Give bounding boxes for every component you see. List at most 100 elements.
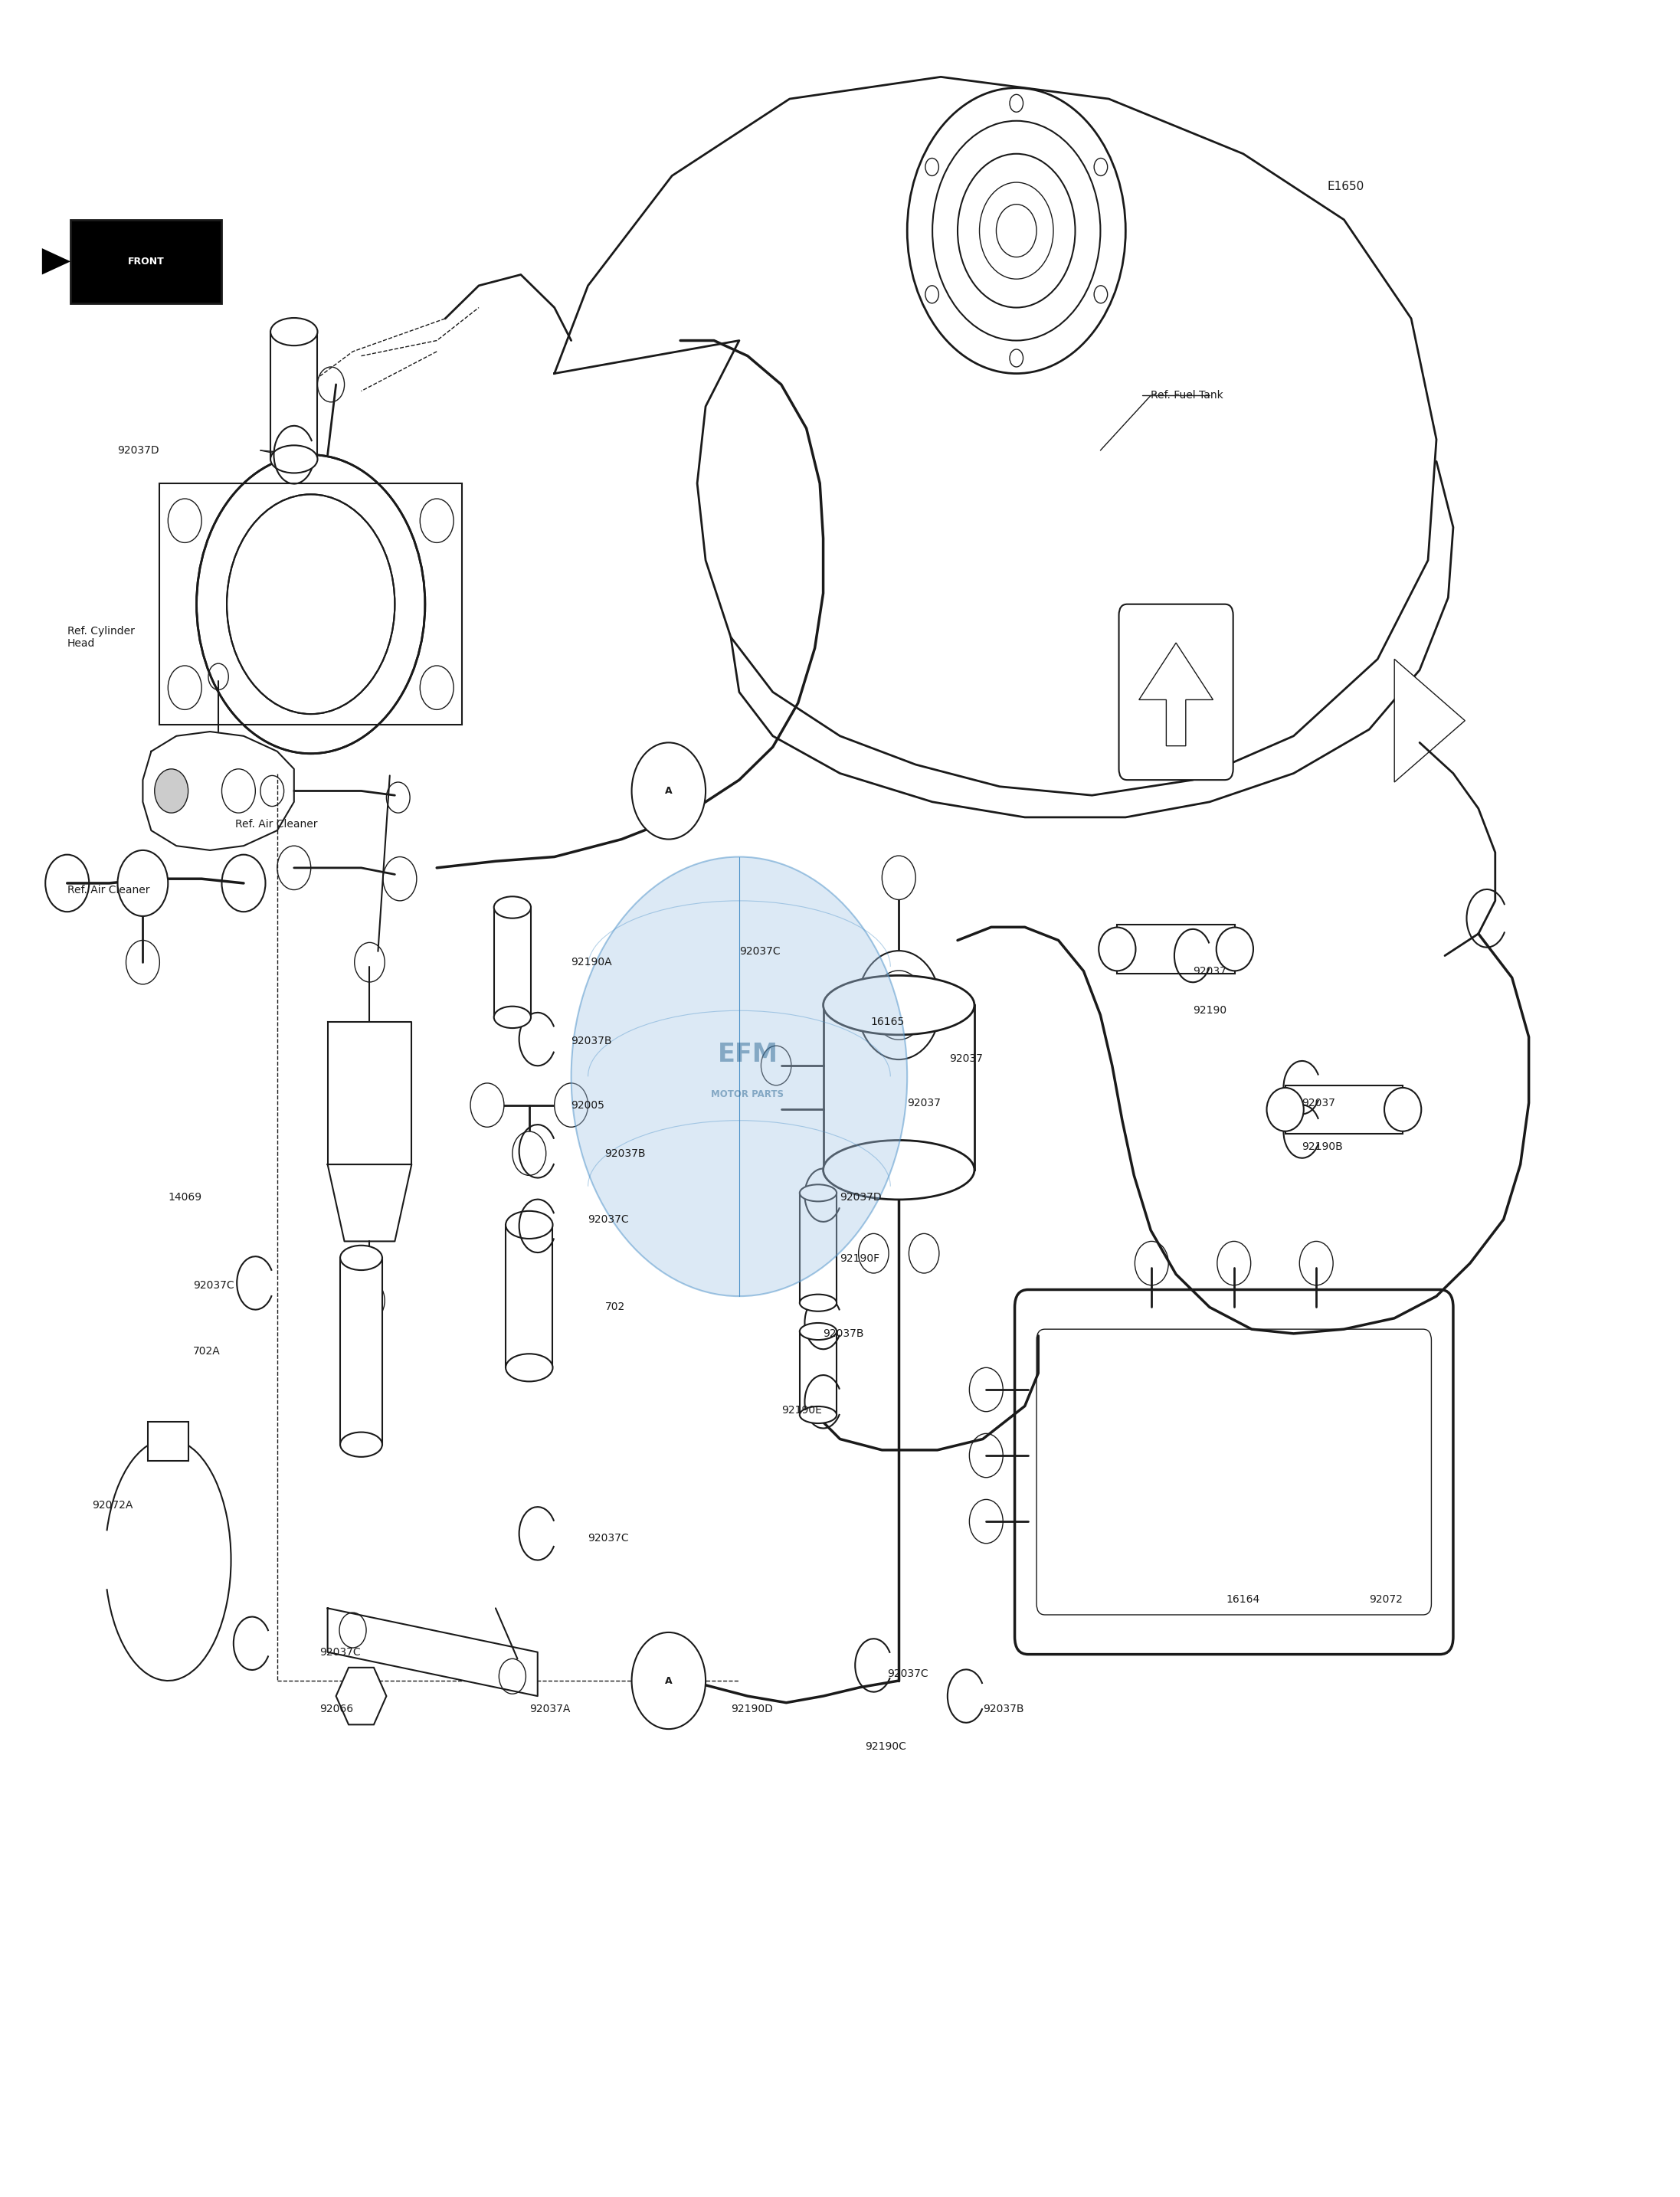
Text: 92190C: 92190C	[865, 1742, 907, 1751]
Circle shape	[118, 850, 168, 916]
Text: 16165: 16165	[870, 1017, 904, 1026]
Ellipse shape	[494, 896, 531, 918]
Ellipse shape	[800, 1294, 837, 1312]
Circle shape	[882, 855, 916, 901]
Circle shape	[168, 666, 202, 710]
Text: 92037B: 92037B	[983, 1705, 1023, 1714]
Bar	[1285, 1085, 1403, 1134]
Bar	[800, 1331, 837, 1415]
Circle shape	[926, 286, 939, 303]
Circle shape	[168, 499, 202, 543]
Ellipse shape	[494, 1006, 531, 1028]
Text: 92037D: 92037D	[118, 446, 160, 455]
Ellipse shape	[823, 975, 974, 1035]
Circle shape	[512, 1131, 546, 1175]
Circle shape	[554, 1083, 588, 1127]
Ellipse shape	[800, 1406, 837, 1424]
Text: Ref. Air Cleaner: Ref. Air Cleaner	[67, 885, 150, 894]
Ellipse shape	[1384, 1088, 1421, 1131]
Text: 92037D: 92037D	[840, 1193, 882, 1202]
Text: 14069: 14069	[168, 1193, 202, 1202]
Text: 92072A: 92072A	[92, 1501, 133, 1509]
Text: 92037A: 92037A	[529, 1705, 570, 1714]
Bar	[339, 1257, 381, 1446]
Circle shape	[1094, 158, 1107, 176]
Polygon shape	[1139, 644, 1213, 745]
Polygon shape	[328, 1608, 538, 1696]
Text: 92190F: 92190F	[840, 1254, 880, 1263]
Circle shape	[1094, 286, 1107, 303]
Circle shape	[926, 158, 939, 176]
Bar	[148, 1421, 188, 1461]
Bar	[823, 1006, 974, 1169]
Bar	[494, 907, 531, 1017]
Circle shape	[632, 743, 706, 839]
Text: A: A	[665, 787, 672, 795]
Bar	[800, 1193, 837, 1303]
Bar	[506, 1226, 553, 1367]
Text: EFM: EFM	[717, 1041, 778, 1068]
Ellipse shape	[270, 319, 318, 345]
Text: 92190D: 92190D	[731, 1705, 773, 1714]
Text: 92190A: 92190A	[571, 958, 612, 967]
Circle shape	[420, 499, 454, 543]
FancyBboxPatch shape	[1119, 604, 1233, 780]
Text: 702: 702	[605, 1303, 625, 1312]
Text: 92005: 92005	[571, 1101, 605, 1109]
Text: Ref. Fuel Tank: Ref. Fuel Tank	[1151, 391, 1223, 400]
Ellipse shape	[506, 1211, 553, 1239]
Text: 92037B: 92037B	[823, 1329, 864, 1338]
Text: 92066: 92066	[319, 1705, 353, 1714]
Circle shape	[632, 1632, 706, 1729]
Circle shape	[1010, 349, 1023, 367]
Ellipse shape	[1099, 927, 1136, 971]
Polygon shape	[42, 248, 71, 275]
Text: 702A: 702A	[193, 1347, 220, 1356]
Text: Ref. Cylinder
Head: Ref. Cylinder Head	[67, 626, 134, 648]
Polygon shape	[328, 1164, 412, 1241]
Bar	[270, 332, 318, 459]
Ellipse shape	[339, 1432, 383, 1457]
Ellipse shape	[800, 1184, 837, 1202]
Circle shape	[571, 857, 907, 1296]
Polygon shape	[328, 1022, 412, 1164]
Text: 92037: 92037	[1302, 1098, 1336, 1107]
Text: 92037B: 92037B	[605, 1149, 645, 1158]
Text: 92037C: 92037C	[588, 1215, 628, 1224]
Text: 92037C: 92037C	[588, 1534, 628, 1542]
Text: 92037C: 92037C	[739, 947, 780, 956]
Circle shape	[420, 666, 454, 710]
Bar	[71, 220, 222, 303]
Text: FRONT: FRONT	[128, 257, 165, 266]
Ellipse shape	[1216, 927, 1253, 971]
Polygon shape	[336, 1668, 386, 1725]
Ellipse shape	[270, 446, 318, 472]
Polygon shape	[554, 77, 1436, 795]
Text: 92037: 92037	[907, 1098, 941, 1107]
Text: 92037: 92037	[1193, 967, 1226, 975]
Text: E1650: E1650	[1327, 180, 1364, 193]
Text: 92190E: 92190E	[781, 1406, 822, 1415]
Ellipse shape	[1267, 1088, 1304, 1131]
Circle shape	[155, 769, 188, 813]
Bar	[1117, 925, 1235, 973]
Polygon shape	[143, 732, 294, 850]
Ellipse shape	[339, 1246, 383, 1270]
Bar	[160, 483, 462, 725]
Text: 92037: 92037	[949, 1055, 983, 1063]
Text: MOTOR PARTS: MOTOR PARTS	[711, 1090, 785, 1098]
Text: 92190: 92190	[1193, 1006, 1226, 1015]
Circle shape	[1010, 94, 1023, 112]
Text: 92037C: 92037C	[193, 1281, 234, 1290]
Text: 92037C: 92037C	[319, 1648, 360, 1657]
Text: 92072: 92072	[1369, 1595, 1403, 1604]
Text: Ref. Air Cleaner: Ref. Air Cleaner	[235, 819, 318, 828]
Text: 92190B: 92190B	[1302, 1142, 1344, 1151]
FancyBboxPatch shape	[1015, 1290, 1453, 1654]
Text: A: A	[665, 1676, 672, 1685]
Ellipse shape	[506, 1353, 553, 1382]
Text: 16164: 16164	[1226, 1595, 1260, 1604]
Polygon shape	[1394, 659, 1465, 782]
Ellipse shape	[823, 1140, 974, 1200]
Circle shape	[470, 1083, 504, 1127]
